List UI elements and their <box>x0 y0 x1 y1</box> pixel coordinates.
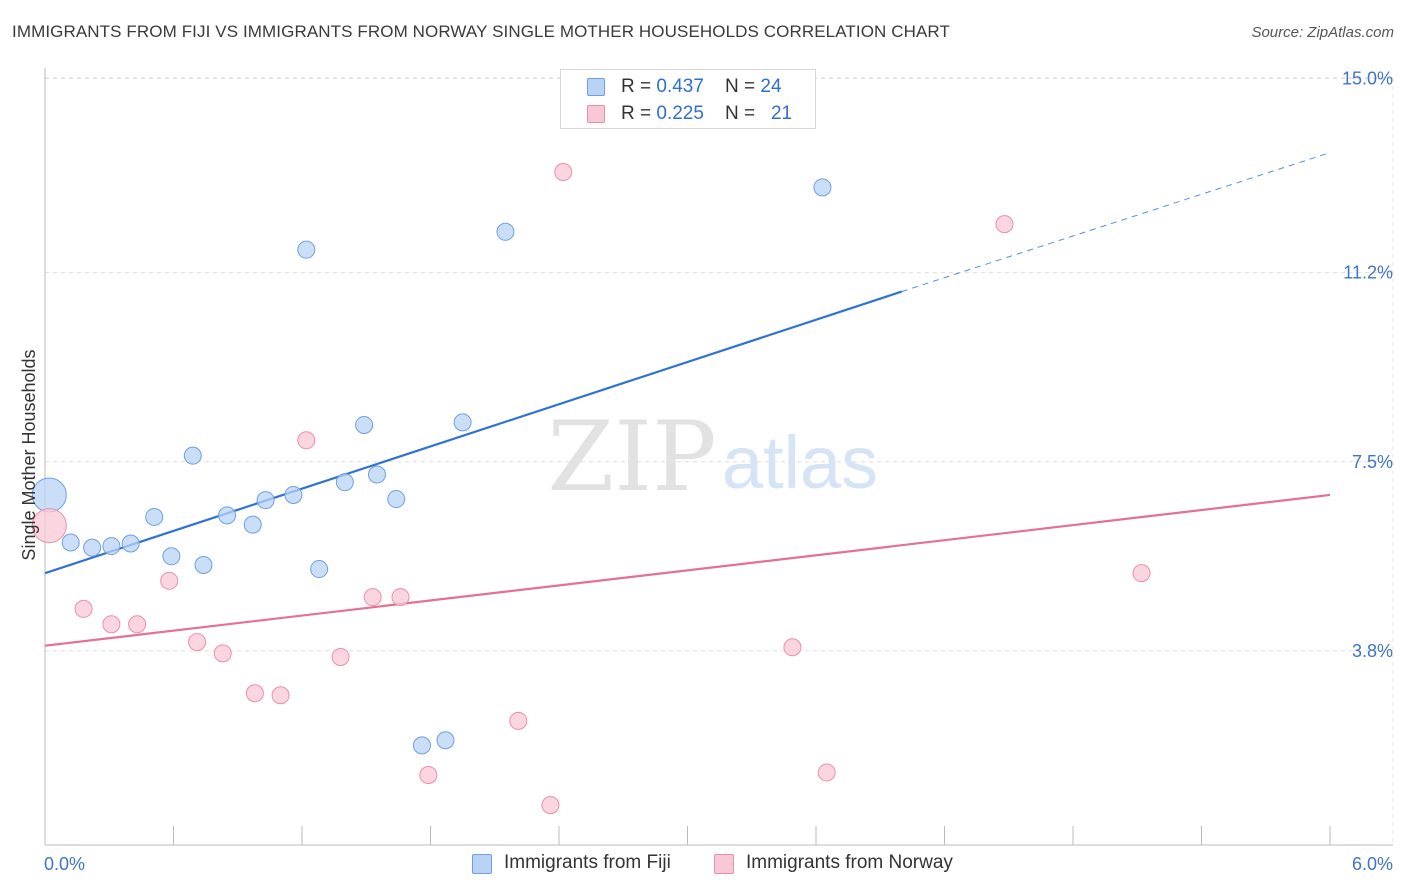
watermark: ZIP atlas <box>547 401 878 513</box>
point-1-9 <box>297 431 316 450</box>
point-1-14 <box>509 711 528 730</box>
point-0-10 <box>243 515 262 534</box>
point-0-4 <box>121 534 140 553</box>
point-0-12 <box>284 485 303 504</box>
x-tick-label-0: 0.0% <box>44 854 85 874</box>
point-1-18 <box>817 763 836 782</box>
point-1-8 <box>271 686 290 705</box>
fiji-n-label: N = <box>725 76 761 97</box>
point-0-21 <box>453 413 472 432</box>
point-0-17 <box>367 465 386 484</box>
chart-title: IMMIGRANTS FROM FIJI VS IMMIGRANTS FROM … <box>12 22 950 41</box>
x-tick-label-1: 6.0% <box>1352 854 1393 874</box>
correlation-legend: R = 0.437 N = 24 R = 0.225 N = 21 <box>560 69 816 129</box>
grid-lines <box>45 77 1395 845</box>
watermark-atlas: atlas <box>722 421 878 504</box>
point-0-7 <box>183 446 202 465</box>
y-axis-title: Single Mother Households <box>19 349 39 560</box>
point-0-20 <box>436 731 455 750</box>
fiji-legend-label: Immigrants from Fiji <box>504 852 671 873</box>
point-1-0 <box>31 508 67 544</box>
point-0-19 <box>412 736 431 755</box>
norway-swatch <box>587 105 605 123</box>
point-1-3 <box>128 615 147 634</box>
point-1-5 <box>188 633 207 652</box>
y-tick-label-3: 15.0% <box>1342 69 1393 89</box>
trend-line-1 <box>44 493 1331 647</box>
point-0-5 <box>145 507 164 526</box>
point-0-6 <box>162 547 181 566</box>
point-0-1 <box>61 533 80 552</box>
point-1-13 <box>419 765 438 784</box>
point-1-19 <box>995 215 1014 234</box>
point-0-23 <box>813 178 832 197</box>
fiji-n-value: 24 <box>760 76 782 97</box>
norway-n-value: 21 <box>770 103 793 124</box>
point-0-11 <box>256 491 275 510</box>
norway-n-label: N = <box>725 103 761 124</box>
tick-labels: 3.8% 7.5% 11.2% 15.0% 0.0% 6.0% Single Mother … <box>19 69 1393 875</box>
norway-legend-label: Immigrants from Norway <box>746 852 953 873</box>
point-1-1 <box>74 599 93 618</box>
watermark-zip: ZIP <box>547 401 716 513</box>
point-1-11 <box>363 588 382 607</box>
point-0-3 <box>102 537 121 556</box>
point-0-8 <box>194 555 213 574</box>
norway-r-value: 0.225 <box>656 103 704 124</box>
point-0-14 <box>310 560 329 579</box>
point-1-17 <box>783 638 802 657</box>
point-1-16 <box>554 163 573 182</box>
axes <box>44 68 1393 846</box>
point-1-12 <box>391 588 410 607</box>
data-points <box>31 163 1151 815</box>
norway-legend-swatch <box>714 854 734 874</box>
fiji-r-value: 0.437 <box>656 76 704 97</box>
point-1-4 <box>160 571 179 590</box>
point-0-18 <box>387 490 406 509</box>
fiji-r-label: R = <box>621 76 657 97</box>
y-tick-label-1: 7.5% <box>1352 452 1393 472</box>
point-1-7 <box>245 684 264 703</box>
point-0-22 <box>496 222 515 241</box>
trend-line-ext-0 <box>901 152 1331 293</box>
y-tick-label-2: 11.2% <box>1343 263 1393 283</box>
point-1-20 <box>1132 564 1151 583</box>
point-0-9 <box>218 506 237 525</box>
point-1-15 <box>541 796 560 815</box>
series-legend: Immigrants from Fiji Immigrants from Nor… <box>0 852 1406 878</box>
fiji-legend-swatch <box>472 854 492 874</box>
point-1-10 <box>331 647 350 666</box>
trend-line-0 <box>44 290 903 575</box>
point-0-15 <box>335 473 354 492</box>
norway-r-label: R = <box>621 103 657 124</box>
point-1-6 <box>213 644 232 663</box>
trend-lines <box>44 152 1331 647</box>
fiji-swatch <box>587 78 605 96</box>
y-tick-label-0: 3.8% <box>1352 641 1393 661</box>
source-label: Source: ZipAtlas.com <box>1251 24 1394 41</box>
point-0-2 <box>83 538 102 557</box>
point-1-2 <box>102 615 121 634</box>
point-0-13 <box>297 240 316 259</box>
point-0-16 <box>355 415 374 434</box>
